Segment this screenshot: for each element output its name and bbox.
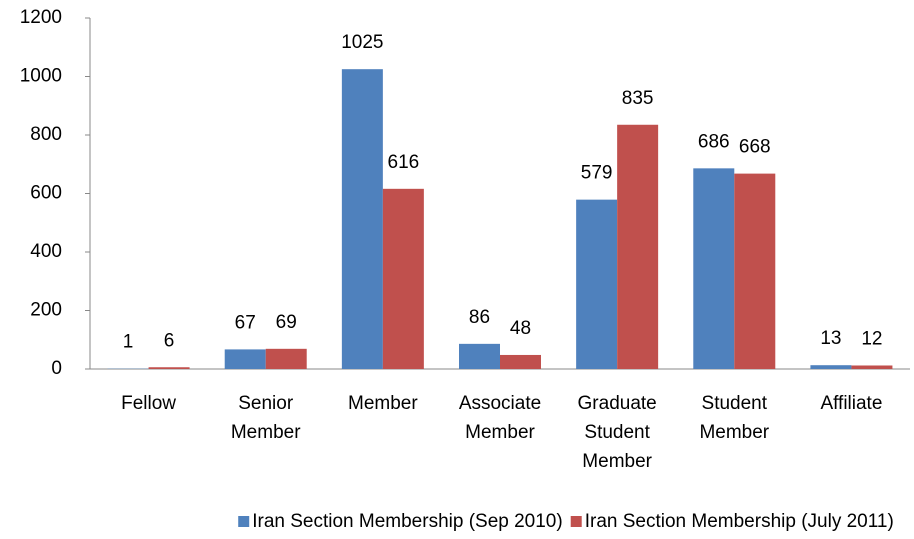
- bar: [810, 365, 852, 369]
- value-label: 13: [820, 328, 841, 349]
- legend-label: Iran Section Membership (Sep 2010): [252, 511, 563, 532]
- value-label: 1: [123, 332, 134, 353]
- value-label: 48: [510, 318, 531, 339]
- bar: [617, 124, 659, 369]
- y-tick-label: 800: [30, 124, 62, 145]
- value-label: 835: [622, 88, 654, 109]
- bar: [148, 367, 190, 369]
- x-tick-label: Graduate Student Member: [578, 393, 657, 472]
- y-tick-label: 400: [30, 241, 62, 262]
- bar: [265, 348, 307, 369]
- value-label: 686: [698, 131, 730, 152]
- x-tick-label: Fellow: [121, 393, 176, 414]
- y-tick-label: 0: [51, 358, 62, 379]
- bar: [341, 69, 383, 369]
- bar: [693, 168, 735, 369]
- bar: [459, 343, 500, 369]
- x-tick-label: Member: [348, 393, 418, 414]
- value-label: 12: [861, 329, 882, 350]
- value-label: 67: [235, 312, 256, 333]
- bar: [576, 199, 618, 369]
- x-tick-label: Associate Member: [459, 393, 541, 443]
- x-tick-label: Student Member: [699, 393, 769, 443]
- value-label: 579: [581, 163, 613, 184]
- value-label: 1025: [341, 32, 383, 53]
- bar: [500, 354, 541, 369]
- legend-label: Iran Section Membership (July 2011): [585, 511, 894, 532]
- legend-swatch: [238, 516, 250, 527]
- bar: [382, 188, 424, 369]
- value-label: 69: [276, 312, 297, 333]
- bar: [224, 349, 266, 369]
- y-tick-label: 1000: [20, 66, 62, 87]
- y-tick-label: 1200: [20, 7, 62, 28]
- y-tick-label: 200: [30, 300, 62, 321]
- value-label: 668: [739, 137, 771, 158]
- x-tick-label: Senior Member: [231, 393, 301, 443]
- x-tick-label: Affiliate: [820, 393, 882, 414]
- value-label: 86: [469, 307, 490, 328]
- value-label: 616: [388, 152, 420, 173]
- y-tick-label: 600: [30, 183, 62, 204]
- bar: [734, 173, 776, 369]
- bar: [851, 365, 893, 369]
- legend: Iran Section Membership (Sep 2010) Iran S…: [238, 511, 894, 532]
- value-label: 6: [164, 330, 175, 351]
- legend-swatch: [570, 516, 582, 527]
